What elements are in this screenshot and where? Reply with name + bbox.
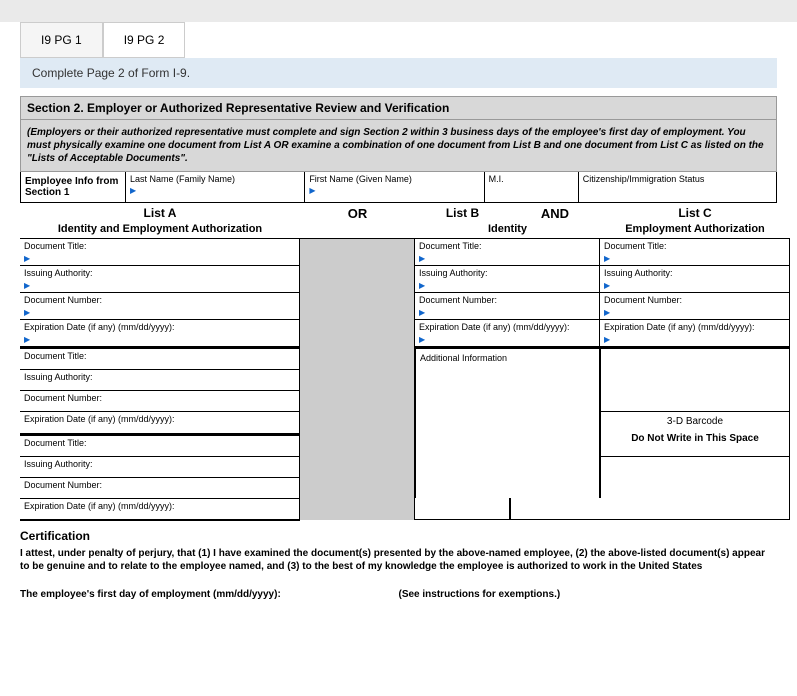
a3-docnum[interactable]: Document Number: [20,477,300,498]
certification-title: Certification [20,521,777,547]
grey-spacer [300,238,415,520]
triangle-icon: ▶ [604,335,610,344]
section2-header: Section 2. Employer or Authorized Repres… [20,96,777,120]
or-label: OR [300,203,415,223]
last-name-label: Last Name (Family Name) [130,174,300,184]
tab-i9pg1[interactable]: I9 PG 1 [20,22,103,58]
and-label: AND [510,203,600,223]
a1-expdate[interactable]: Expiration Date (if any) (mm/dd/yyyy):▶ [20,319,300,348]
listc-header: List C [600,203,790,223]
a2-docnum[interactable]: Document Number: [20,390,300,411]
c-expdate[interactable]: Expiration Date (if any) (mm/dd/yyyy):▶ [600,319,790,348]
mi-label: M.I. [489,174,574,184]
firstday-label: The employee's first day of employment (… [20,589,399,600]
triangle-icon: ▶ [604,281,610,290]
triangle-icon: ▶ [24,281,30,290]
triangle-icon: ▶ [24,335,30,344]
tab-i9pg2[interactable]: I9 PG 2 [103,22,186,58]
a3-issauth[interactable]: Issuing Authority: [20,456,300,477]
first-name-label: First Name (Given Name) [309,174,479,184]
barcode-box: 3-D Barcode Do Not Write in This Space [600,411,790,455]
triangle-icon: ▶ [604,254,610,263]
barcode-label1: 3-D Barcode [605,416,785,427]
triangle-icon: ▶ [419,281,425,290]
b-expdate[interactable]: Expiration Date (if any) (mm/dd/yyyy):▶ [415,319,600,348]
page-instruction: Complete Page 2 of Form I-9. [20,58,777,88]
suba-header: Identity and Employment Authorization [20,223,300,238]
a3-doctitle[interactable]: Document Title: [20,435,300,456]
additional-info[interactable]: Additional Information [415,348,600,498]
footer-row: The employee's first day of employment (… [20,589,777,600]
triangle-icon: ▶ [419,308,425,317]
emp-info-label: Employee Info from Section 1 [21,172,126,202]
a2-doctitle[interactable]: Document Title: [20,348,300,369]
a1-docnum[interactable]: Document Number:▶ [20,292,300,319]
employee-info-row: Employee Info from Section 1 Last Name (… [20,172,777,203]
triangle-icon: ▶ [24,254,30,263]
mi-field[interactable]: M.I. [485,172,579,202]
triangle-icon: ▶ [309,186,315,195]
subc-header: Employment Authorization [600,223,790,238]
listb-header: List B [415,203,510,223]
c-bottom [20,520,300,521]
first-name-field[interactable]: First Name (Given Name) ▶ [305,172,484,202]
a2-expdate[interactable]: Expiration Date (if any) (mm/dd/yyyy): [20,411,300,434]
citizenship-field[interactable]: Citizenship/Immigration Status [579,172,776,202]
barcode-label2: Do Not Write in This Space [605,433,785,444]
a1-issauth[interactable]: Issuing Authority:▶ [20,265,300,292]
triangle-icon: ▶ [419,254,425,263]
top-bar [0,0,797,22]
document-grid: List A OR List B AND List C Identity and… [20,203,777,521]
seeinstr-label: (See instructions for exemptions.) [399,589,778,600]
b-issauth[interactable]: Issuing Authority:▶ [415,265,600,292]
tabs: I9 PG 1 I9 PG 2 [20,22,777,58]
a2-issauth[interactable]: Issuing Authority: [20,369,300,390]
subb-header: Identity [415,223,600,238]
c-doctitle[interactable]: Document Title:▶ [600,238,790,265]
triangle-icon: ▶ [24,308,30,317]
c-empty2 [600,456,790,498]
triangle-icon: ▶ [604,308,610,317]
grey-bottom [415,498,510,520]
b-docnum[interactable]: Document Number:▶ [415,292,600,319]
a1-doctitle[interactable]: Document Title:▶ [20,238,300,265]
addl-bottom [510,498,790,520]
triangle-icon: ▶ [419,335,425,344]
lista-header: List A [20,203,300,223]
last-name-field[interactable]: Last Name (Family Name) ▶ [126,172,305,202]
section2-instruction: (Employers or their authorized represent… [20,120,777,172]
form-content: Section 2. Employer or Authorized Repres… [20,96,777,600]
c-docnum[interactable]: Document Number:▶ [600,292,790,319]
certification-text: I attest, under penalty of perjury, that… [20,547,777,573]
citizenship-label: Citizenship/Immigration Status [583,174,772,184]
a3-expdate[interactable]: Expiration Date (if any) (mm/dd/yyyy): [20,498,300,520]
c-issauth[interactable]: Issuing Authority:▶ [600,265,790,292]
triangle-icon: ▶ [130,186,136,195]
c-empty1 [600,348,790,411]
b-doctitle[interactable]: Document Title:▶ [415,238,600,265]
